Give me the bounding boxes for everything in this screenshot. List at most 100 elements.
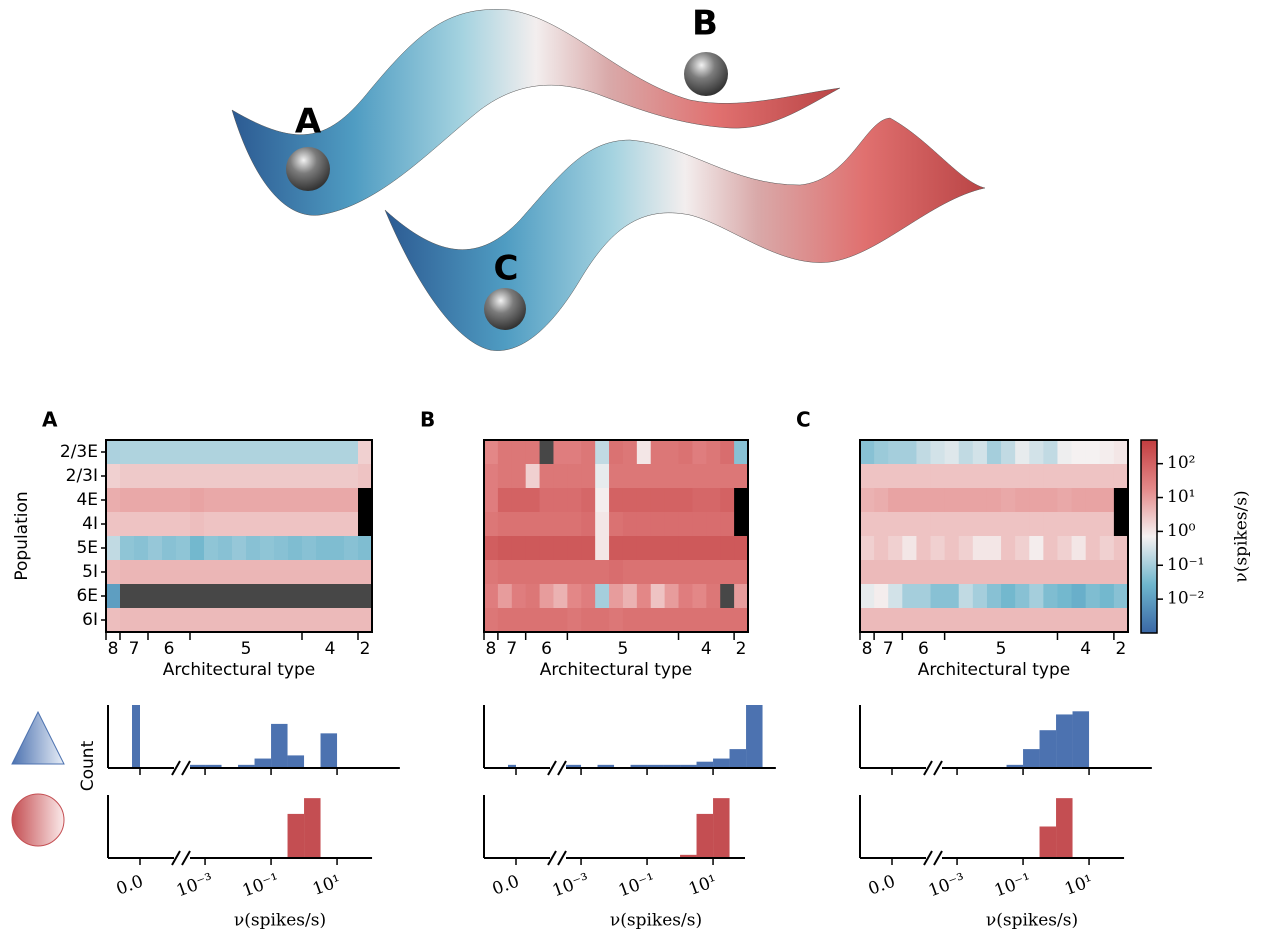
state-label: B <box>692 4 718 44</box>
histogram-bar <box>1023 749 1040 768</box>
heatmap-cell <box>888 536 903 561</box>
x-tick-label: 6 <box>541 639 552 659</box>
heatmap-cell <box>539 608 554 633</box>
ball <box>484 288 526 330</box>
heatmap-cell <box>650 464 666 489</box>
heatmap-cell <box>972 560 988 585</box>
heatmap-cell <box>1029 488 1044 513</box>
x-tick-label: 5 <box>618 639 629 659</box>
heatmap-cell <box>678 464 693 489</box>
heatmap-cell <box>1099 512 1115 537</box>
heatmap-cell <box>260 584 275 609</box>
heatmap-cell <box>190 512 205 537</box>
heatmap-cell <box>678 536 693 561</box>
heatmap-cell <box>622 584 638 609</box>
heatmap-cell <box>260 488 275 513</box>
heatmap-cell <box>1085 560 1101 585</box>
heatmap-cell <box>162 536 177 561</box>
heatmap-cell <box>344 464 359 489</box>
heatmap-cell <box>190 584 205 609</box>
heatmap-cell <box>916 584 932 609</box>
heatmap-cell <box>525 584 541 609</box>
y-tick-label: 4E <box>76 490 98 510</box>
heatmap-cell <box>358 584 373 609</box>
x-tick-label: 8 <box>862 639 873 659</box>
heatmap-cell <box>706 584 721 609</box>
heatmap-cell <box>176 536 191 561</box>
heatmap-cell <box>916 608 932 633</box>
heatmap-cell <box>734 560 749 585</box>
heatmap-cell <box>902 536 917 561</box>
histogram-bar <box>1039 826 1057 858</box>
inhibitory-icon <box>11 793 65 847</box>
heatmap-cell <box>706 512 721 537</box>
heatmap-cell <box>595 560 610 585</box>
heatmap-cell <box>664 512 680 537</box>
heatmap-cell <box>1015 512 1030 537</box>
heatmap-cell <box>246 512 261 537</box>
heatmap-cell <box>274 560 289 585</box>
heatmap-cell <box>581 464 596 489</box>
heatmap-cell <box>148 464 163 489</box>
heatmap-cell <box>986 440 1002 465</box>
heatmap-cell <box>218 608 233 633</box>
heatmap-cell <box>622 440 638 465</box>
heatmap-cell <box>958 560 974 585</box>
heatmap-cell <box>497 440 513 465</box>
heatmap-cell <box>581 440 596 465</box>
heatmap-cell <box>678 608 693 633</box>
heatmap-cell <box>176 464 191 489</box>
histogram-bar <box>663 764 681 768</box>
heatmap-cell <box>525 560 541 585</box>
colorbar-tick-label: 10⁻¹ <box>1167 555 1204 575</box>
histogram-bar <box>271 723 288 768</box>
heatmap-cell <box>636 488 652 513</box>
x-axis-label: Architectural type <box>540 660 693 680</box>
heatmap-cell <box>1099 464 1115 489</box>
heatmap-cell <box>692 536 707 561</box>
heatmap-cell <box>246 464 261 489</box>
y-tick-label: 5E <box>76 538 98 558</box>
heatmap-cell <box>218 536 233 561</box>
heatmap-cell <box>692 584 707 609</box>
heatmap-cell <box>1113 464 1129 489</box>
x-tick-label: 0.0 <box>866 872 898 900</box>
histogram-bar <box>1072 711 1090 768</box>
heatmap-cell <box>734 536 749 561</box>
heatmap-cell <box>944 488 960 513</box>
histogram-bar <box>320 733 338 768</box>
histogram-bar <box>1006 764 1024 768</box>
heatmap-cell <box>176 560 191 585</box>
heatmap-cell <box>1099 440 1115 465</box>
heatmap-cell <box>511 560 527 585</box>
heatmap-cell <box>511 584 527 609</box>
heatmap-cell <box>260 560 275 585</box>
heatmap-cell <box>609 464 624 489</box>
heatmap-cell <box>511 608 527 633</box>
heatmap-cell <box>706 560 721 585</box>
heatmap-cell <box>106 608 121 633</box>
heatmap-cell <box>888 512 903 537</box>
heatmap-cell <box>1099 536 1115 561</box>
heatmap-cell <box>567 488 582 513</box>
y-tick-label: 4I <box>82 514 98 534</box>
heatmap-cell <box>218 464 233 489</box>
histogram-bar <box>680 854 697 858</box>
colorbar-tick-label: 10⁰ <box>1167 521 1196 541</box>
heatmap-cell <box>860 608 875 633</box>
heatmap-cell <box>1085 608 1101 633</box>
heatmap-cell <box>1085 584 1101 609</box>
heatmap-cell <box>678 440 693 465</box>
heatmap-cell <box>134 560 149 585</box>
heatmap-cell <box>1071 488 1087 513</box>
heatmap-cell <box>720 440 735 465</box>
heatmap-cell <box>511 536 527 561</box>
heatmap-cell <box>260 440 275 465</box>
heatmap-cell <box>148 440 163 465</box>
heatmap-cell <box>302 536 317 561</box>
heatmap-cell <box>190 560 205 585</box>
heatmap-cell <box>1099 488 1115 513</box>
heatmap-cell <box>595 464 610 489</box>
heatmap-cell <box>664 464 680 489</box>
heatmap-frame <box>483 439 749 633</box>
